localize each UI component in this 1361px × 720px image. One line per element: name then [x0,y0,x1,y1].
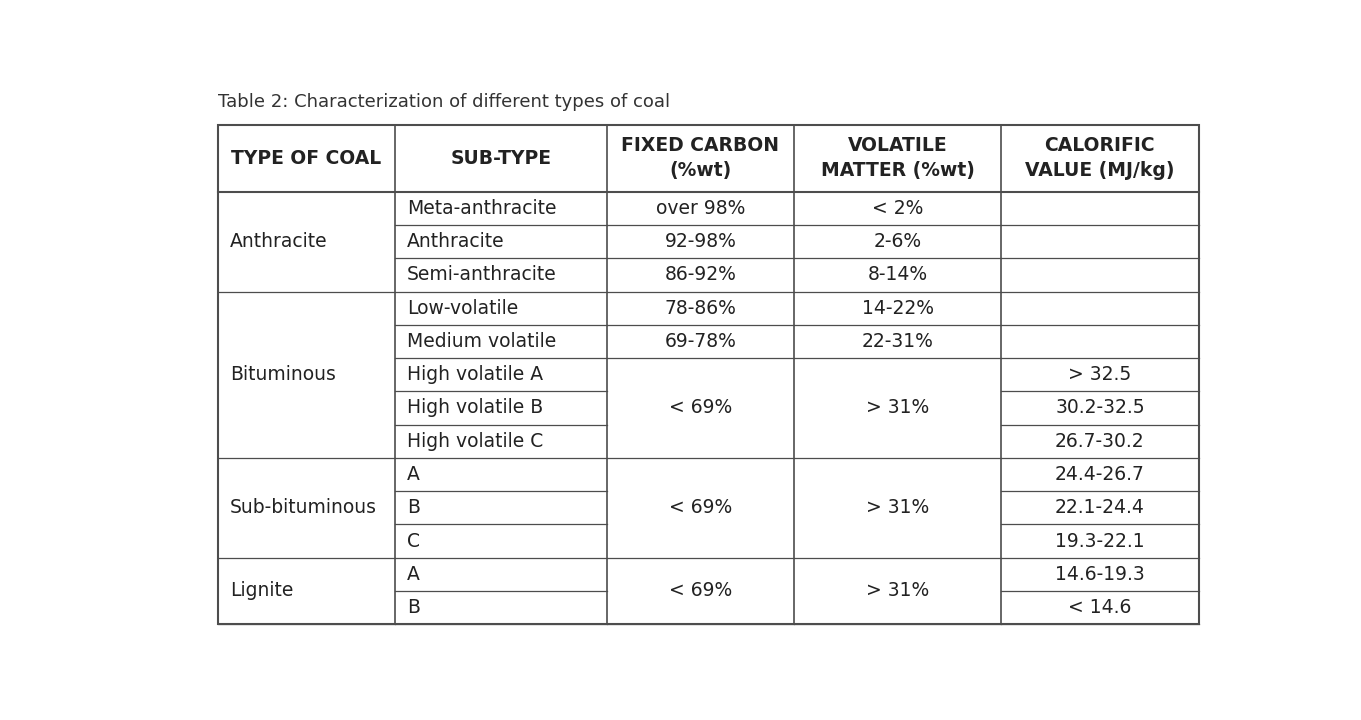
Text: 22.1-24.4: 22.1-24.4 [1055,498,1145,517]
Text: Lignite: Lignite [230,582,294,600]
Text: 24.4-26.7: 24.4-26.7 [1055,465,1145,484]
Text: > 32.5: > 32.5 [1068,365,1131,384]
Text: < 69%: < 69% [668,582,732,600]
Text: FIXED CARBON
(%wt): FIXED CARBON (%wt) [622,137,780,181]
Text: CALORIFIC
VALUE (MJ/kg): CALORIFIC VALUE (MJ/kg) [1025,137,1175,181]
Text: TYPE OF COAL: TYPE OF COAL [231,149,381,168]
Text: A: A [407,564,421,584]
Text: 14.6-19.3: 14.6-19.3 [1055,564,1145,584]
Text: < 69%: < 69% [668,498,732,517]
Text: High volatile A: High volatile A [407,365,543,384]
Text: Low-volatile: Low-volatile [407,299,519,318]
Text: VOLATILE
MATTER (%wt): VOLATILE MATTER (%wt) [821,137,974,181]
Text: 19.3-22.1: 19.3-22.1 [1055,531,1145,551]
Text: > 31%: > 31% [866,498,930,517]
Text: 14-22%: 14-22% [862,299,934,318]
Text: Anthracite: Anthracite [230,232,328,251]
Text: 22-31%: 22-31% [862,332,934,351]
Text: High volatile C: High volatile C [407,432,543,451]
Text: 78-86%: 78-86% [664,299,736,318]
Text: 69-78%: 69-78% [664,332,736,351]
Text: Bituminous: Bituminous [230,365,336,384]
Text: Semi-anthracite: Semi-anthracite [407,266,557,284]
Text: SUB-TYPE: SUB-TYPE [450,149,551,168]
Text: B: B [407,498,421,517]
Text: 30.2-32.5: 30.2-32.5 [1055,398,1145,418]
Text: < 14.6: < 14.6 [1068,598,1131,617]
Text: 86-92%: 86-92% [664,266,736,284]
Text: Meta-anthracite: Meta-anthracite [407,199,557,218]
Text: 26.7-30.2: 26.7-30.2 [1055,432,1145,451]
Text: B: B [407,598,421,617]
Text: High volatile B: High volatile B [407,398,543,418]
Text: Table 2: Characterization of different types of coal: Table 2: Characterization of different t… [218,94,670,112]
Text: over 98%: over 98% [656,199,746,218]
Text: < 2%: < 2% [872,199,923,218]
Text: > 31%: > 31% [866,582,930,600]
Text: 92-98%: 92-98% [664,232,736,251]
Text: 2-6%: 2-6% [874,232,921,251]
Text: A: A [407,465,421,484]
Text: Anthracite: Anthracite [407,232,505,251]
Text: C: C [407,531,421,551]
Text: 8-14%: 8-14% [867,266,928,284]
Text: > 31%: > 31% [866,398,930,418]
Text: < 69%: < 69% [668,398,732,418]
Text: Sub-bituminous: Sub-bituminous [230,498,377,517]
Text: Medium volatile: Medium volatile [407,332,557,351]
